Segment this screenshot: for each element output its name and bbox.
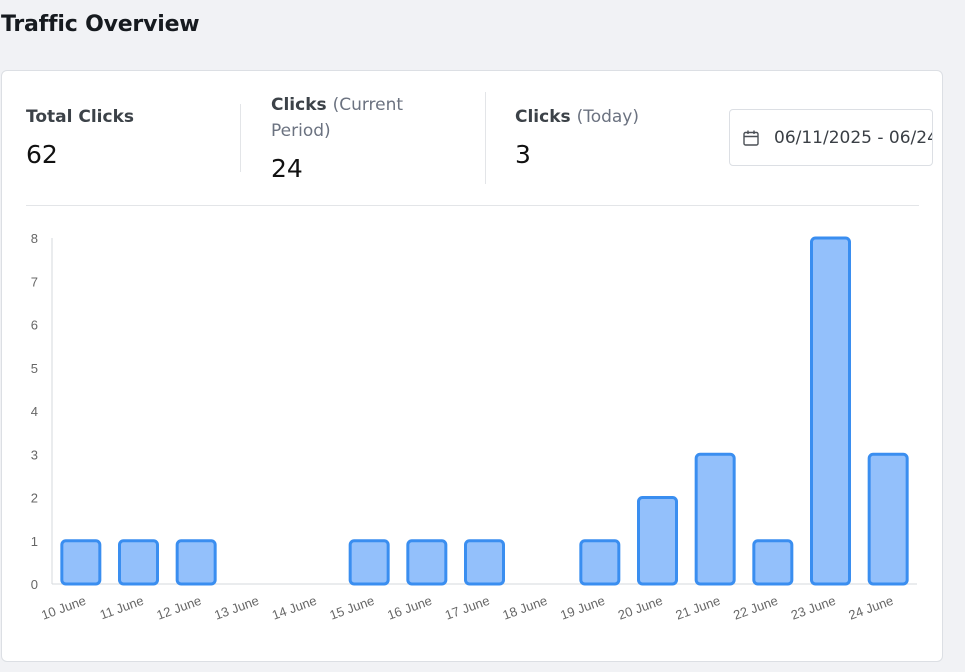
stat-period-clicks: Clicks (Current Period) 24 bbox=[271, 92, 451, 183]
x-tick-label: 14 June bbox=[270, 593, 319, 623]
y-tick-label: 5 bbox=[31, 361, 38, 376]
stat-total-value: 62 bbox=[26, 140, 58, 169]
y-tick-label: 3 bbox=[31, 447, 38, 462]
bar bbox=[348, 539, 390, 586]
bar bbox=[867, 452, 909, 586]
bar bbox=[694, 452, 736, 586]
stat-today-label: Clicks (Today) bbox=[515, 107, 639, 127]
bar bbox=[175, 539, 217, 586]
bar bbox=[752, 539, 794, 586]
y-tick-label: 7 bbox=[31, 274, 38, 289]
stat-period-value: 24 bbox=[271, 154, 303, 183]
stat-total-label: Total Clicks bbox=[26, 107, 134, 127]
x-tick-label: 10 June bbox=[39, 593, 88, 623]
x-tick-label: 18 June bbox=[501, 593, 550, 623]
x-tick-label: 19 June bbox=[558, 593, 607, 623]
divider bbox=[26, 205, 919, 206]
bar bbox=[464, 539, 505, 586]
x-tick-label: 16 June bbox=[385, 593, 434, 623]
bar bbox=[406, 539, 448, 586]
calendar-icon bbox=[743, 130, 759, 146]
stat-today-clicks: Clicks (Today) 3 bbox=[515, 104, 639, 169]
x-tick-label: 24 June bbox=[847, 593, 896, 623]
bar bbox=[579, 539, 621, 586]
bar bbox=[60, 539, 102, 586]
y-tick-label: 4 bbox=[31, 404, 38, 419]
date-range-picker[interactable]: 06/11/2025 - 06/24/2025 bbox=[729, 109, 933, 166]
x-tick-label: 20 June bbox=[616, 593, 665, 623]
date-range-value: 06/11/2025 - 06/24/2025 bbox=[774, 127, 932, 148]
y-tick-label: 8 bbox=[31, 231, 38, 246]
bar bbox=[637, 496, 678, 586]
bar bbox=[810, 236, 851, 586]
y-tick-label: 0 bbox=[31, 577, 38, 592]
divider bbox=[240, 104, 241, 172]
x-tick-label: 15 June bbox=[328, 593, 377, 623]
divider bbox=[485, 92, 486, 184]
x-tick-label: 21 June bbox=[674, 593, 723, 623]
x-tick-label: 11 June bbox=[98, 593, 146, 623]
bar bbox=[118, 539, 159, 586]
y-tick-label: 1 bbox=[31, 534, 38, 549]
x-tick-label: 12 June bbox=[155, 593, 204, 623]
stat-total-clicks: Total Clicks 62 bbox=[26, 104, 134, 169]
x-tick-label: 13 June bbox=[212, 593, 261, 623]
stat-period-label: Clicks (Current Period) bbox=[271, 95, 404, 141]
x-tick-label: 23 June bbox=[789, 593, 838, 623]
y-tick-label: 6 bbox=[31, 318, 38, 333]
stat-today-value: 3 bbox=[515, 140, 531, 169]
y-tick-label: 2 bbox=[31, 491, 38, 506]
x-tick-label: 17 June bbox=[443, 593, 492, 623]
x-tick-label: 22 June bbox=[731, 593, 780, 623]
page-title: Traffic Overview bbox=[1, 12, 200, 37]
